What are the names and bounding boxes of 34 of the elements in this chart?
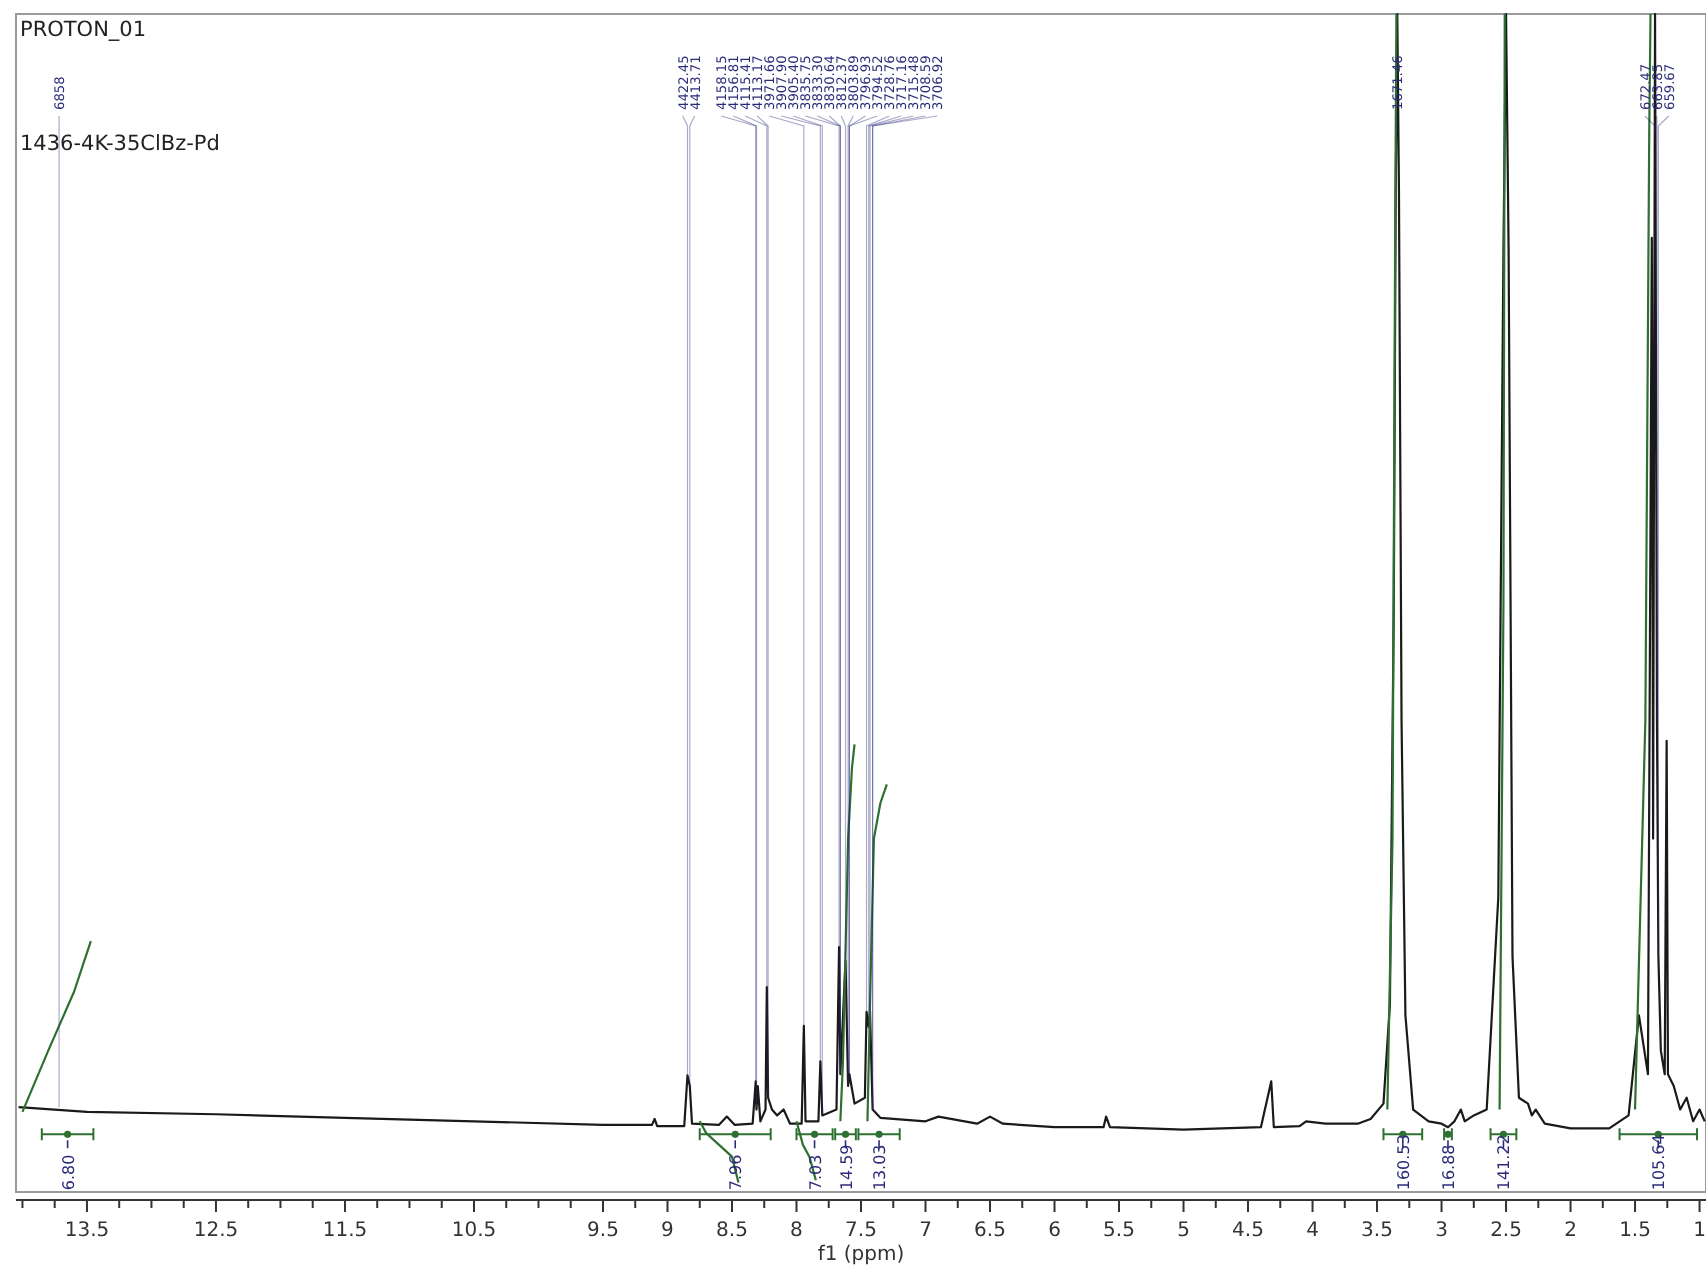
x-tick-label: 1.5 [1619, 1220, 1651, 1242]
annotation: 6.80 [59, 1154, 78, 1191]
annotation: 160.53 [1394, 1134, 1413, 1191]
x-tick-label: 6.5 [974, 1220, 1006, 1242]
text: 1436-4K-35ClBz-Pd [20, 132, 220, 156]
x-tick-label: 4.5 [1232, 1220, 1264, 1242]
x-tick-label: 3 [1435, 1220, 1448, 1242]
x-tick-label: 6 [1048, 1220, 1061, 1242]
annotation: 13.03 [871, 1144, 890, 1191]
x-tick-label: 7 [919, 1220, 932, 1242]
x-tick-label: 8.5 [716, 1220, 748, 1242]
x-tick-label: 11.5 [322, 1220, 368, 1242]
x-axis-title: f1 (ppm) [817, 1244, 905, 1266]
x-tick-label: 3.5 [1361, 1220, 1393, 1242]
annotation: 7.96 [727, 1154, 746, 1191]
chart-title: PROTON_01 [20, 18, 147, 42]
annotation: 16.88 [1439, 1144, 1458, 1191]
x-tick-label: 1 [1693, 1220, 1706, 1242]
x-tick-label: 9 [661, 1220, 674, 1242]
annotation: 7.03 [806, 1154, 825, 1191]
x-tick-label: 9.5 [587, 1220, 619, 1242]
x-tick-label: 7.5 [845, 1220, 877, 1242]
annotation: 105.64 [1650, 1134, 1669, 1191]
x-tick-label: 8 [790, 1220, 803, 1242]
x-tick-label: 12.5 [193, 1220, 239, 1242]
x-tick-label: 2 [1564, 1220, 1577, 1242]
annotation: 141.22 [1495, 1134, 1514, 1191]
x-tick-label: 5 [1177, 1220, 1190, 1242]
x-tick-label: 13.5 [64, 1220, 110, 1242]
annotation: 14.59 [837, 1144, 856, 1191]
x-tick-label: 5.5 [1103, 1220, 1135, 1242]
x-tick-label: 2.5 [1490, 1220, 1522, 1242]
x-tick-label: 4 [1306, 1220, 1319, 1242]
x-tick-label: 10.5 [451, 1220, 497, 1242]
